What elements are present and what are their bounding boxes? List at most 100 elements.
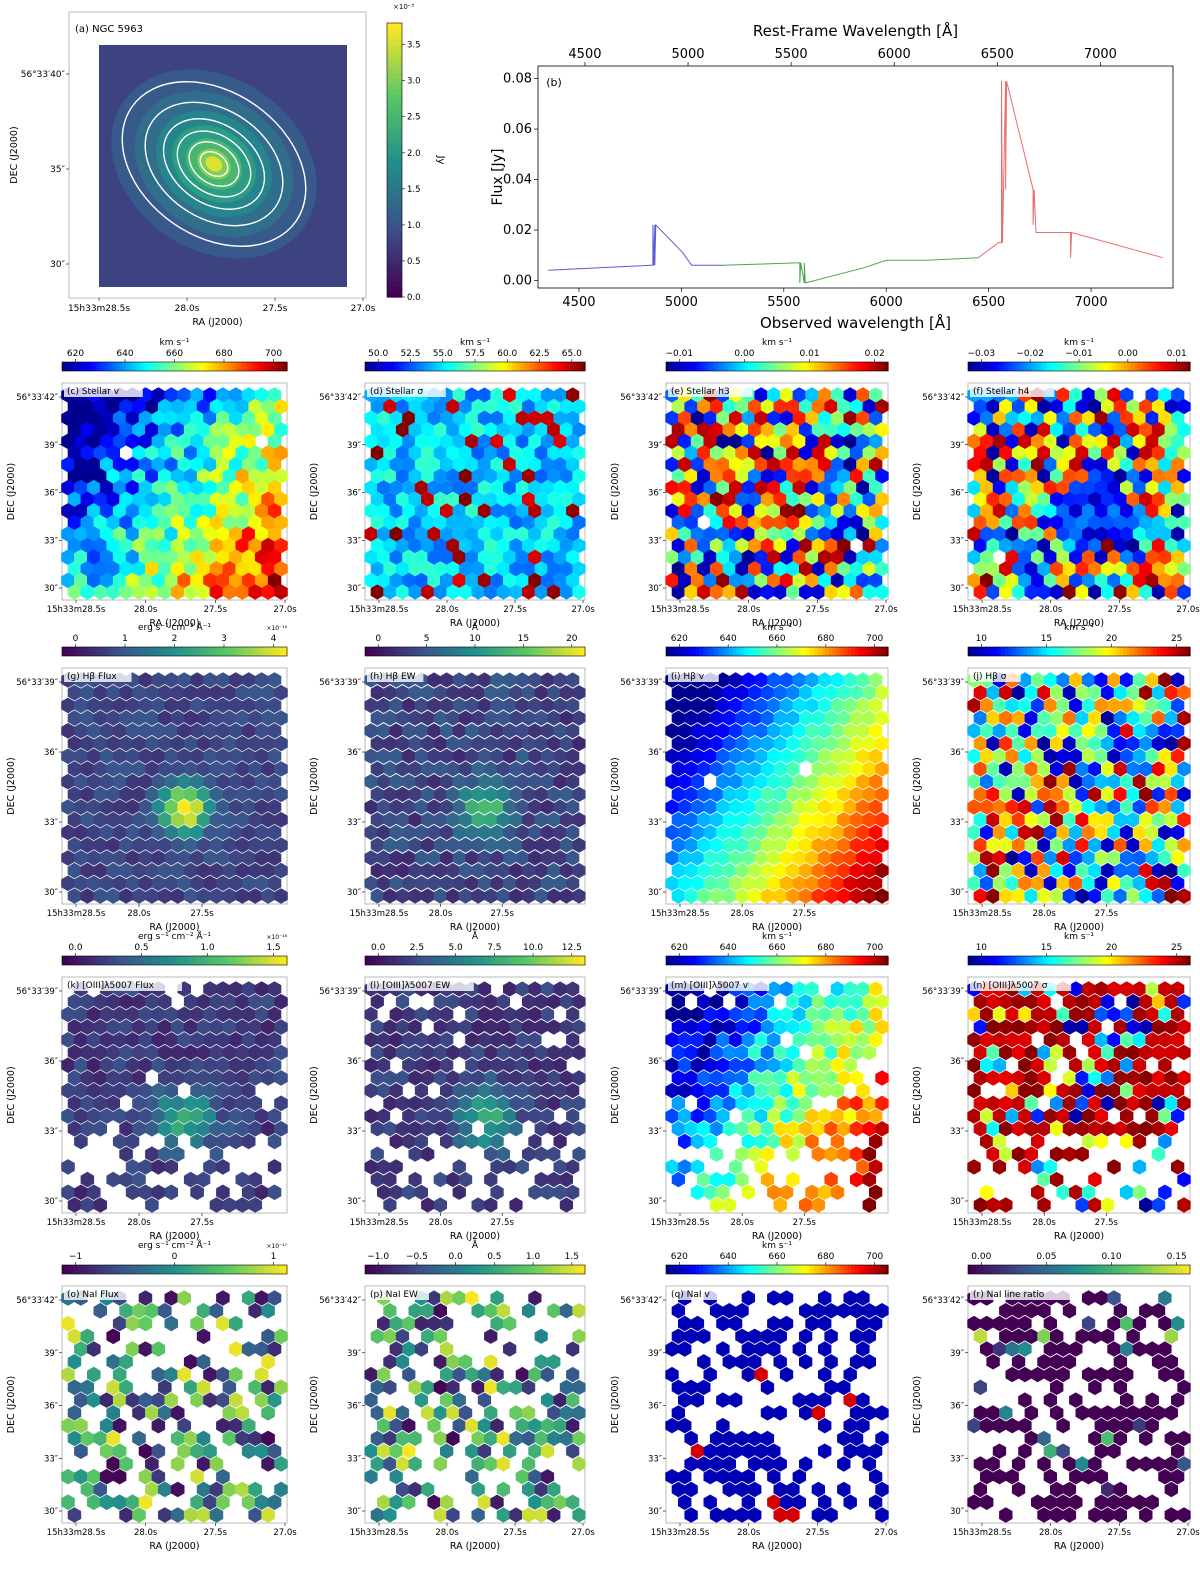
colorbar-segment	[1160, 362, 1165, 371]
colorbar-segment	[272, 362, 277, 371]
colorbar-segment	[1108, 647, 1113, 656]
hex-bin	[383, 561, 397, 577]
colorbar-segment	[1108, 362, 1113, 371]
colorbar-segment	[1034, 647, 1039, 656]
hex-bin	[1069, 503, 1083, 519]
hex-bin	[80, 421, 95, 438]
hex-bin	[722, 398, 736, 415]
colorbar-segment	[467, 647, 472, 656]
hex-bin	[1031, 433, 1045, 450]
hex-bin	[106, 710, 120, 726]
hex-bin	[203, 410, 217, 426]
hex-bin	[572, 837, 586, 853]
colorbar-segment	[159, 647, 164, 656]
hex-bin	[490, 572, 504, 589]
colorbar-segment	[1178, 956, 1184, 965]
hex-bin	[267, 572, 282, 589]
hex-bin	[241, 799, 256, 815]
colorbar-segment	[828, 362, 834, 371]
hex-bin	[99, 799, 114, 815]
colorbar-segment	[449, 1265, 454, 1274]
hex-bin	[875, 561, 889, 577]
hex-bin	[862, 561, 876, 577]
hex-bin	[540, 549, 555, 565]
colorbar-segment	[88, 647, 93, 656]
hex-bin	[477, 850, 492, 866]
colorbar-segment	[80, 647, 86, 656]
hex-bin	[164, 549, 178, 566]
colorbar-tick-label: 0.02	[865, 349, 885, 359]
colorbar-segment	[409, 647, 414, 656]
hex-bin	[209, 491, 224, 508]
hex-bin	[1056, 503, 1070, 519]
colorbar-segment	[869, 362, 874, 371]
hex-bin	[553, 456, 567, 473]
x-tick-label: 28.0s	[127, 909, 151, 919]
colorbar-segment	[387, 956, 392, 965]
colorbar-segment	[721, 647, 726, 656]
hex-bin	[145, 710, 159, 726]
colorbar-segment	[971, 647, 976, 656]
colorbar-segment	[275, 1265, 281, 1274]
hex-bin	[421, 491, 435, 507]
hex-bin	[1024, 398, 1038, 415]
colorbar-segment	[552, 362, 557, 371]
hex-bin	[1151, 398, 1166, 415]
hex-bin	[433, 398, 447, 415]
colorbar-segment	[423, 647, 428, 656]
hex-bin	[690, 433, 705, 450]
hex-bin	[559, 491, 573, 507]
y-tick-label: 30″	[648, 584, 662, 594]
colorbar-segment	[107, 647, 112, 656]
y-tick-label: 30″	[950, 888, 964, 898]
hex-bin	[534, 812, 548, 828]
y-tick-label: 56°33′40″	[21, 70, 66, 80]
hex-bin	[261, 786, 275, 803]
hex-bin	[465, 387, 479, 403]
hex-bin	[837, 468, 851, 484]
hex-bin	[477, 433, 492, 449]
hex-bin	[61, 850, 75, 866]
colorbar-segment	[865, 956, 871, 965]
colorbar-segment	[387, 203, 402, 210]
hex-bin	[540, 875, 555, 891]
hex-bin	[61, 572, 75, 589]
hex-bin	[267, 875, 282, 892]
hex-bin	[74, 549, 88, 566]
hex-bin	[93, 761, 107, 777]
hex-bin	[843, 433, 857, 450]
hex-bin	[119, 710, 133, 726]
hex-bin	[74, 748, 88, 765]
hex-bin	[87, 875, 101, 892]
colorbar-segment	[1153, 362, 1158, 371]
colorbar-segment	[99, 362, 104, 371]
hex-bin	[408, 786, 422, 802]
hex-bin	[1094, 387, 1108, 403]
hex-bin	[1005, 526, 1019, 542]
colorbar-segment	[409, 956, 414, 965]
hex-bin	[125, 503, 140, 519]
hex-bin	[395, 561, 410, 577]
hex-bin	[427, 748, 441, 764]
colorbar-segment	[993, 362, 999, 371]
hex-bin	[203, 824, 217, 841]
hex-bin	[1081, 503, 1096, 519]
hex-bin	[119, 584, 133, 600]
hex-bin	[671, 422, 685, 438]
hex-bin	[741, 456, 755, 473]
hex-bin	[106, 561, 120, 577]
hex-bin	[735, 561, 749, 577]
colorbar-segment	[1034, 956, 1039, 965]
hex-bin	[684, 422, 698, 438]
hex-bin	[1062, 584, 1077, 600]
x-tick-label: 27.5s	[491, 1218, 515, 1228]
colorbar-segment	[84, 1265, 89, 1274]
colorbar-segment	[1071, 956, 1076, 965]
colorbar-segment	[185, 362, 191, 371]
colorbar-segment	[387, 231, 402, 238]
hex-bin	[99, 697, 114, 714]
hex-bin	[112, 799, 127, 815]
colorbar-segment	[508, 1265, 513, 1274]
